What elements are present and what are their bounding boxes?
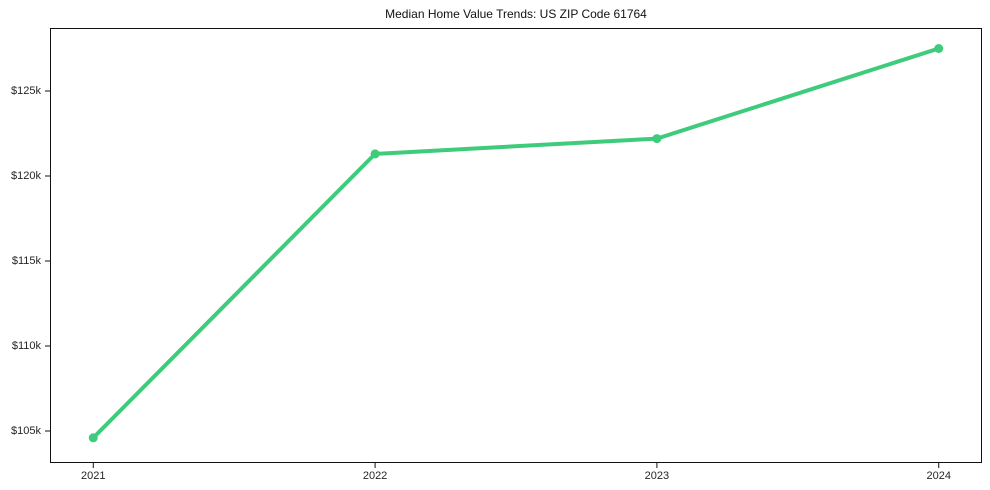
y-axis-tick-label: $125k	[11, 84, 41, 97]
trend-line	[91, 46, 941, 440]
data-point-marker	[370, 149, 380, 159]
y-axis-tick-label: $110k	[11, 339, 41, 352]
x-axis-tick-label: 2022	[362, 470, 388, 482]
y-axis-tick-label: $105k	[11, 424, 41, 437]
plot-frame	[50, 28, 982, 463]
y-axis-tick-label: $120k	[11, 169, 41, 182]
x-axis-tick-label: 2023	[644, 470, 670, 482]
x-axis-tick-label: 2021	[81, 470, 106, 482]
x-axis-tick-label: 2024	[926, 470, 951, 482]
data-point-marker	[88, 433, 98, 443]
data-point-marker	[934, 43, 944, 53]
y-axis-tick-label: $115k	[11, 254, 41, 267]
chart-title: Median Home Value Trends: US ZIP Code 61…	[385, 7, 647, 21]
data-point-marker	[652, 134, 662, 144]
